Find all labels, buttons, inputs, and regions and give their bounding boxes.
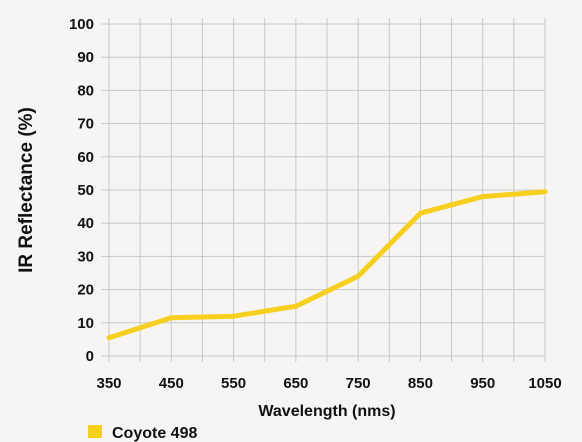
x-tick-label: 450	[159, 375, 184, 392]
x-tick-label: 1050	[528, 375, 561, 392]
series-line-coyote-498	[106, 189, 548, 341]
y-tick-label: 70	[77, 116, 94, 133]
y-tick-label: 90	[77, 49, 94, 66]
grid-lines	[101, 18, 546, 362]
x-tick-labels: 350 450 550 650 750 850 950 1050	[96, 375, 561, 392]
y-tick-label: 100	[69, 16, 94, 33]
x-tick-label: 550	[221, 375, 246, 392]
series-layer	[106, 189, 548, 341]
x-tick-label: 850	[408, 375, 433, 392]
y-tick-label: 40	[77, 215, 94, 232]
y-axis-label: IR Reflectance (%)	[16, 107, 37, 273]
y-tick-label: 0	[86, 348, 94, 365]
x-axis-label: Wavelength (nms)	[258, 403, 395, 420]
x-tick-label: 750	[346, 375, 371, 392]
x-tick-label: 650	[283, 375, 308, 392]
x-tick-label: 350	[96, 375, 121, 392]
legend-swatch	[88, 425, 102, 438]
y-tick-label: 80	[77, 82, 94, 99]
y-tick-label: 60	[77, 149, 94, 166]
x-tick-label: 950	[470, 375, 495, 392]
y-tick-label: 30	[77, 248, 94, 265]
legend-label: Coyote 498	[112, 425, 197, 442]
y-tick-label: 10	[77, 315, 94, 332]
y-tick-label: 20	[77, 282, 94, 299]
y-tick-label: 50	[77, 182, 94, 199]
y-tick-labels: 0 10 20 30 40 50 60 70 80 90 100	[69, 16, 94, 365]
